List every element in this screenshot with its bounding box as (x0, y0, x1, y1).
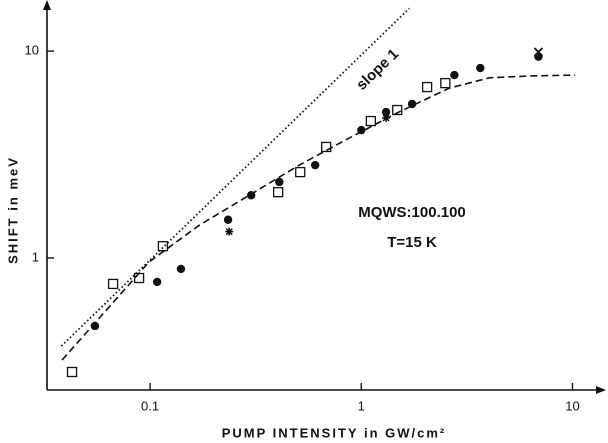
point (365, 115, 377, 127)
point (90, 321, 100, 331)
point (476, 63, 485, 73)
annotation: T=15 K (387, 234, 437, 251)
point (533, 47, 544, 57)
x-axis-label: PUMP INTENSITY in GW/cm² (222, 425, 446, 440)
point (392, 104, 403, 116)
point (381, 107, 391, 117)
y-tick-label: 10 (25, 43, 39, 58)
point (157, 241, 169, 252)
point (223, 215, 233, 224)
point (66, 366, 78, 378)
point (295, 166, 306, 178)
point (152, 277, 162, 287)
annotation: slope 1 (353, 46, 402, 94)
point (421, 81, 433, 93)
point (133, 272, 145, 284)
fit-line (60, 7, 411, 347)
point (225, 227, 234, 236)
point (321, 141, 332, 153)
fit-line (61, 74, 576, 361)
x-tick-label: 10 (565, 398, 579, 413)
point (176, 264, 186, 274)
point (310, 160, 320, 170)
x-tick-label: 1 (358, 398, 365, 413)
y-axis-arrow (43, 0, 51, 10)
point (450, 70, 459, 80)
y-tick-label: 1 (32, 249, 39, 264)
point (275, 177, 284, 187)
y-axis-label: SHIFT in meV (5, 156, 20, 264)
point (273, 187, 284, 198)
x-tick-label: 0.1 (141, 398, 159, 413)
annotation: MQWS:100.100 (358, 204, 466, 221)
point (440, 77, 451, 89)
x-axis-arrow (596, 386, 606, 394)
point (107, 278, 119, 290)
